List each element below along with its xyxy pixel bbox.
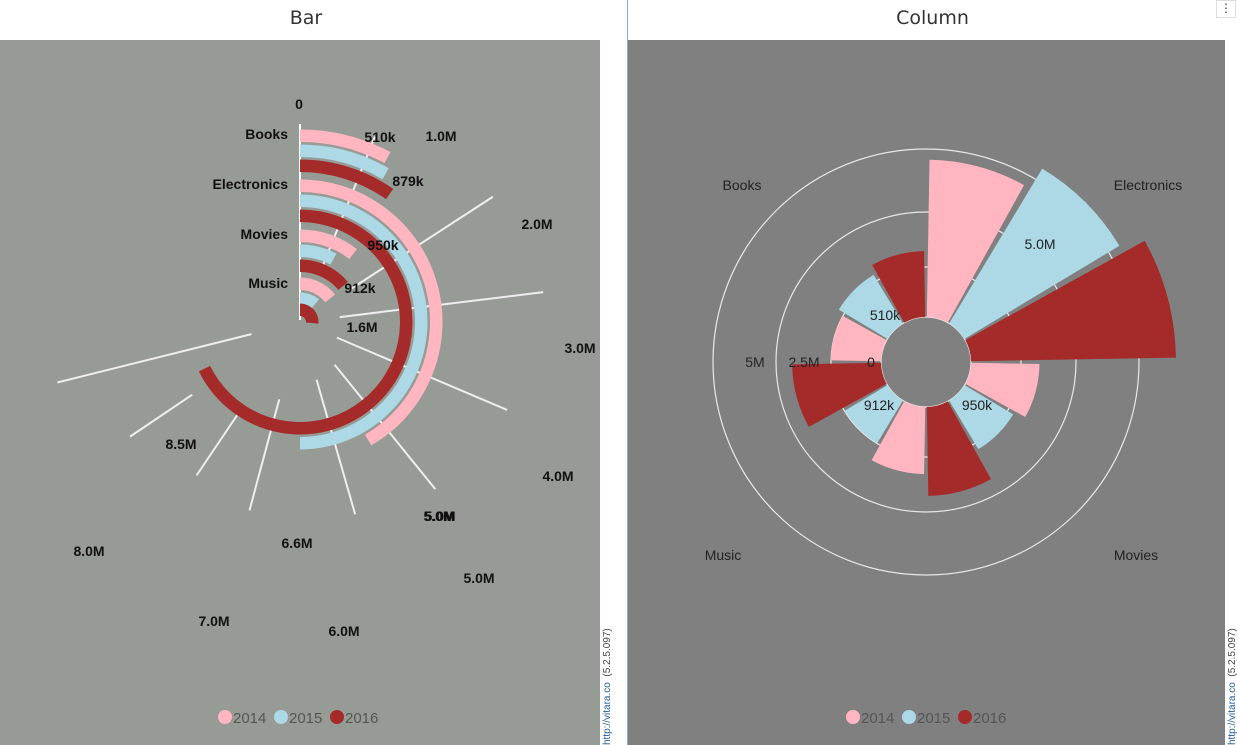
panel-divider (612, 0, 627, 745)
polar-column-chart: Books Electronics Movies Music 0 2.5M 5M 510k 5.… (628, 40, 1225, 745)
tick-label: 1.0M (425, 128, 456, 144)
radial-bar-chart: Books Electronics Movies Music 0 1.0M 2.0M 3.0M… (0, 40, 600, 745)
ring-label: 5M (745, 354, 764, 370)
category-label: Movies (241, 226, 289, 242)
category-label: Music (248, 275, 288, 291)
grid-spoke (248, 399, 281, 511)
legend-swatch-2016 (958, 710, 972, 724)
ring-zero-label: 0 (867, 354, 875, 370)
bar-electronics-2014 (300, 179, 443, 446)
ring-label: 2.5M (788, 354, 819, 370)
column-movies-2015 (949, 385, 1014, 450)
bar-panel-title: Bar (289, 7, 323, 29)
tick-label: 3.0M (564, 340, 595, 356)
grid-ring (830, 266, 1022, 458)
legend-label-2016: 2016 (973, 710, 1006, 727)
data-label: 912k (344, 280, 375, 296)
bar-books-2015 (300, 144, 389, 180)
legend-swatch-2015 (274, 710, 288, 724)
data-label: 912k (864, 397, 895, 413)
column-music-2014 (871, 401, 926, 475)
category-label: Books (245, 126, 288, 142)
column-panel: Column Books Electronics Movies Music 0 2.5M 5… (628, 0, 1237, 745)
column-electronics-2014 (926, 159, 1025, 323)
data-label: 8.5M (165, 436, 196, 452)
tick-label: 4.0M (542, 468, 573, 484)
bar-plot-area: Books Electronics Movies Music 0 1.0M 2.0M 3.0M… (0, 40, 600, 745)
column-books-2015 (838, 274, 903, 339)
data-label: 510k (364, 129, 395, 145)
category-label: Movies (1114, 547, 1158, 563)
panel-divider-line[interactable] (627, 0, 628, 745)
data-label: 510k (870, 307, 901, 323)
grid-ring-inner (880, 316, 972, 408)
legend-label-2015: 2015 (289, 710, 322, 727)
legend-label-2014: 2014 (233, 710, 266, 727)
grid-spoke (57, 333, 252, 384)
data-label: 5.0M (1024, 236, 1055, 252)
category-label: Electronics (213, 176, 289, 192)
column-books-2016 (872, 251, 926, 323)
legend-swatch-2015 (902, 710, 916, 724)
column-books-2014 (830, 315, 887, 362)
legend-swatch-2016 (330, 710, 344, 724)
data-label: 5.0M (423, 508, 454, 524)
tick-label: 0 (295, 96, 303, 112)
tick-label: 6.0M (328, 623, 359, 639)
legend-swatch-2014 (846, 710, 860, 724)
category-label: Books (723, 177, 762, 193)
bar-movies-2014 (300, 229, 357, 259)
tick-label: 8.0M (73, 543, 104, 559)
vertical-dots-icon[interactable]: ⋮ (1216, 0, 1236, 18)
data-label: 1.6M (346, 319, 377, 335)
column-panel-title: Column (896, 7, 969, 29)
tick-label: 2.0M (521, 216, 552, 232)
column-plot-area: Books Electronics Movies Music 0 2.5M 5M 510k 5.… (628, 40, 1225, 745)
legend-label-2015: 2015 (917, 710, 950, 727)
grid-spoke (315, 379, 357, 515)
grid-spoke (129, 393, 193, 438)
bar-music-2016 (300, 303, 319, 324)
bar-books-2016 (300, 159, 394, 200)
bar-movies-2015 (300, 244, 337, 265)
column-electronics-2016 (965, 240, 1176, 362)
credit-link[interactable]: http://vitara.co (1227, 682, 1237, 745)
data-label: 950k (367, 237, 398, 253)
column-music-2016 (792, 362, 887, 427)
column-credit: http://vitara.co (5.2.5.097) (1225, 600, 1237, 745)
credit-version: (5.2.5.097) (1227, 628, 1237, 677)
grid-spoke (349, 195, 494, 291)
plot-background (628, 40, 1225, 745)
legend-label-2014: 2014 (861, 710, 894, 727)
bar-music-2014 (300, 277, 336, 303)
category-label: Electronics (1114, 177, 1182, 193)
bar-panel: Bar Books Electronics Movies Music 0 1.0M 2.0M… (0, 0, 613, 745)
column-movies-2014 (965, 362, 1040, 418)
bar-movies-2016 (300, 259, 348, 290)
category-label: Music (705, 547, 742, 563)
bar-books-2014 (300, 129, 391, 164)
grid-spoke (195, 412, 240, 476)
legend-swatch-2014 (218, 710, 232, 724)
column-movies-2016 (926, 401, 991, 496)
grid-ring (775, 211, 1077, 513)
data-label: 950k (962, 397, 993, 413)
grid-ring (712, 148, 1140, 576)
legend-label-2016: 2016 (345, 710, 378, 727)
data-label: 879k (392, 173, 423, 189)
tick-label: 5.0M (424, 508, 455, 524)
data-label: 6.6M (281, 535, 312, 551)
tick-label: 5.0M (463, 570, 494, 586)
tick-label: 7.0M (198, 613, 229, 629)
column-electronics-2015 (949, 168, 1120, 339)
column-music-2015 (844, 385, 903, 444)
